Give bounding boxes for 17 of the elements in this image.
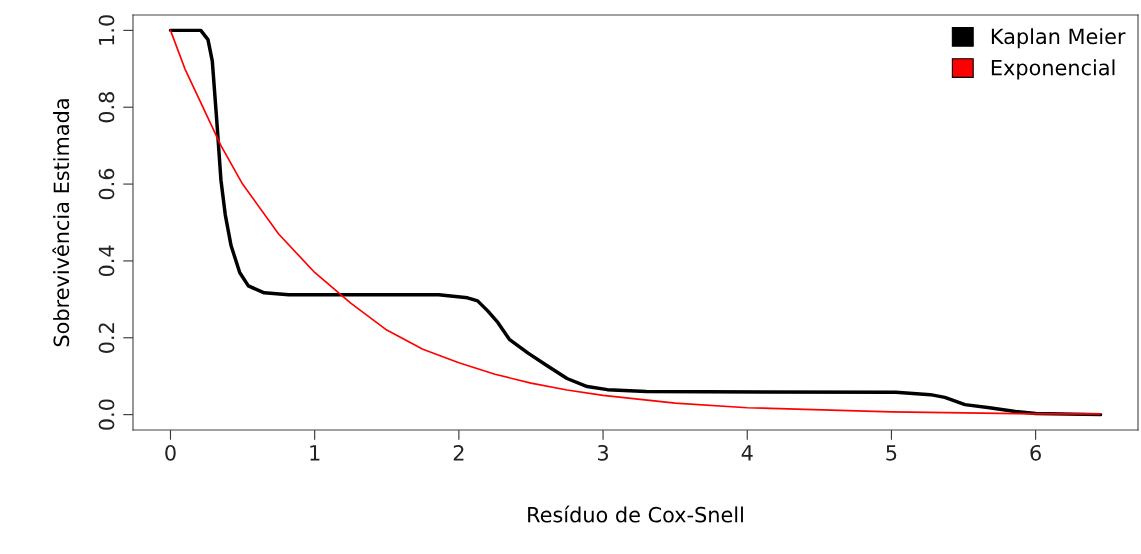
y-tick-label: 0.0 <box>98 399 115 430</box>
x-axis-title: Resíduo de Cox-Snell <box>528 505 743 523</box>
y-tick-label: 0.6 <box>98 168 115 200</box>
legend-label: Kaplan Meier <box>991 28 1126 49</box>
legend-label: Exponencial <box>991 59 1115 80</box>
y-tick-label: 0.2 <box>98 323 115 353</box>
x-tick-label: 6 <box>1030 444 1041 461</box>
x-tick-label: 0 <box>165 444 176 461</box>
y-tick-label: 0.4 <box>98 245 115 277</box>
x-tick-label: 1 <box>310 445 320 461</box>
x-tick-label: 3 <box>598 444 609 461</box>
x-tick-label: 4 <box>741 445 753 461</box>
x-tick-label: 2 <box>453 444 464 461</box>
y-tick-label: 0.8 <box>98 92 115 123</box>
x-tick-label: 5 <box>886 445 897 461</box>
y-axis-title: Sobrevivência Estimada <box>52 99 70 347</box>
y-tick-label: 1.0 <box>98 15 115 45</box>
